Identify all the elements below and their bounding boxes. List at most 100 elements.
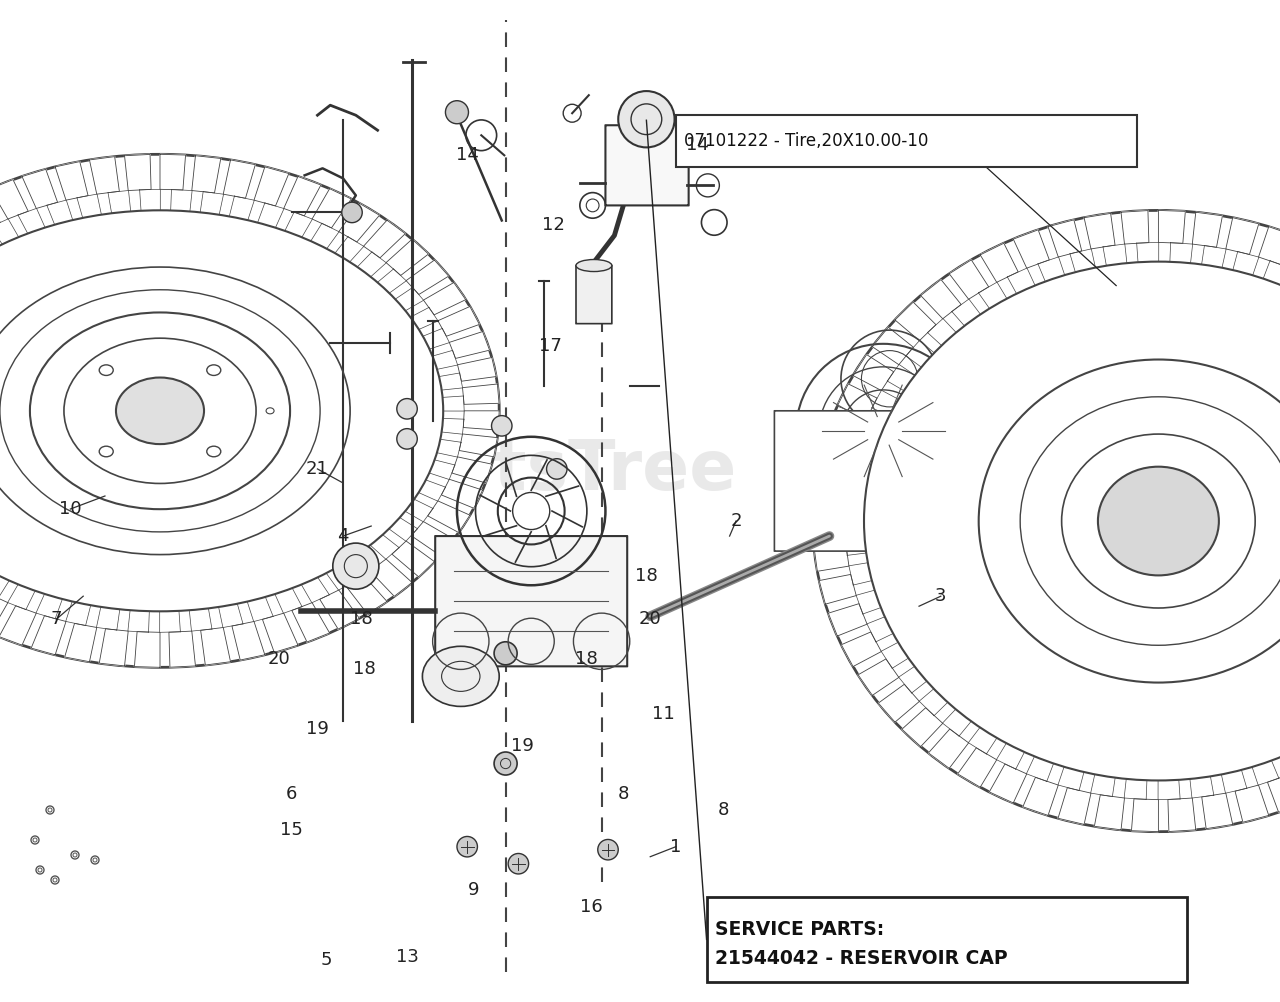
Text: 20: 20 (268, 650, 291, 668)
Polygon shape (346, 575, 387, 614)
Circle shape (547, 459, 567, 479)
Polygon shape (18, 208, 45, 233)
Polygon shape (438, 307, 480, 337)
Polygon shape (170, 189, 192, 211)
Polygon shape (872, 390, 899, 416)
Polygon shape (90, 156, 119, 194)
Polygon shape (1190, 777, 1213, 798)
Text: SERVICE PARTS:: SERVICE PARTS: (714, 920, 883, 939)
Polygon shape (96, 607, 120, 630)
Polygon shape (902, 707, 943, 746)
Polygon shape (364, 220, 406, 258)
Ellipse shape (0, 210, 443, 611)
Polygon shape (873, 328, 914, 365)
Polygon shape (436, 439, 461, 457)
Polygon shape (919, 688, 947, 715)
Polygon shape (1202, 794, 1233, 829)
Polygon shape (1070, 248, 1096, 273)
Polygon shape (262, 613, 298, 652)
Ellipse shape (0, 154, 499, 667)
Polygon shape (1059, 767, 1084, 791)
Text: PartsTree: PartsTree (364, 438, 737, 504)
Polygon shape (247, 597, 273, 621)
Polygon shape (124, 154, 151, 190)
Polygon shape (1094, 795, 1125, 830)
Text: 3: 3 (936, 587, 946, 605)
Ellipse shape (116, 378, 204, 444)
Polygon shape (65, 601, 91, 625)
Polygon shape (160, 611, 180, 632)
Polygon shape (406, 261, 449, 295)
Polygon shape (449, 332, 489, 359)
Text: 8: 8 (618, 785, 628, 803)
Polygon shape (36, 594, 63, 619)
Polygon shape (996, 743, 1024, 770)
Polygon shape (253, 167, 289, 206)
Circle shape (618, 91, 675, 147)
Polygon shape (201, 627, 230, 665)
Ellipse shape (979, 360, 1280, 682)
Polygon shape (134, 631, 160, 667)
Text: 5: 5 (321, 951, 332, 969)
Text: 10: 10 (59, 500, 82, 518)
Polygon shape (860, 418, 884, 442)
Circle shape (445, 101, 468, 123)
Polygon shape (192, 155, 220, 193)
Polygon shape (1014, 229, 1050, 269)
Polygon shape (229, 196, 255, 220)
Ellipse shape (1098, 467, 1219, 575)
Polygon shape (404, 499, 433, 522)
Circle shape (333, 543, 379, 589)
Polygon shape (285, 212, 312, 237)
Polygon shape (77, 194, 101, 217)
Polygon shape (813, 514, 845, 538)
Polygon shape (22, 169, 58, 208)
Text: 14: 14 (456, 146, 479, 164)
Ellipse shape (422, 646, 499, 706)
Polygon shape (928, 729, 969, 769)
Polygon shape (378, 269, 406, 294)
Circle shape (397, 399, 417, 419)
Polygon shape (257, 202, 284, 227)
Text: 15: 15 (280, 821, 303, 839)
Text: 14: 14 (686, 136, 709, 154)
Polygon shape (428, 501, 470, 532)
Text: 07101222 - Tire,20X10.00-10: 07101222 - Tire,20X10.00-10 (684, 132, 928, 150)
Polygon shape (887, 365, 915, 391)
Polygon shape (851, 446, 874, 469)
Ellipse shape (207, 365, 220, 376)
Polygon shape (1091, 775, 1115, 797)
Text: 6: 6 (287, 785, 297, 803)
Polygon shape (1235, 786, 1268, 823)
Polygon shape (31, 615, 67, 654)
Circle shape (598, 840, 618, 860)
Polygon shape (942, 709, 972, 736)
Text: 21544042 - RESERVOIR CAP: 21544042 - RESERVOIR CAP (714, 949, 1007, 968)
Polygon shape (292, 602, 330, 642)
Polygon shape (818, 447, 854, 476)
Polygon shape (878, 684, 919, 722)
Polygon shape (424, 283, 466, 315)
Text: 19: 19 (306, 720, 329, 738)
Ellipse shape (100, 365, 113, 376)
Polygon shape (989, 764, 1027, 803)
Polygon shape (55, 161, 88, 200)
Polygon shape (140, 189, 160, 210)
Ellipse shape (576, 260, 612, 272)
Text: 16: 16 (580, 898, 603, 916)
Polygon shape (275, 588, 302, 613)
Polygon shape (0, 573, 9, 598)
Polygon shape (1059, 788, 1091, 825)
Polygon shape (326, 565, 355, 590)
Polygon shape (920, 280, 961, 319)
Text: 21: 21 (306, 460, 329, 478)
Polygon shape (1170, 242, 1193, 264)
Polygon shape (1007, 269, 1036, 294)
Polygon shape (828, 603, 867, 636)
Polygon shape (952, 299, 980, 326)
Polygon shape (128, 610, 150, 632)
Polygon shape (1084, 213, 1115, 248)
Circle shape (457, 837, 477, 857)
Polygon shape (845, 535, 867, 555)
Polygon shape (837, 384, 877, 418)
